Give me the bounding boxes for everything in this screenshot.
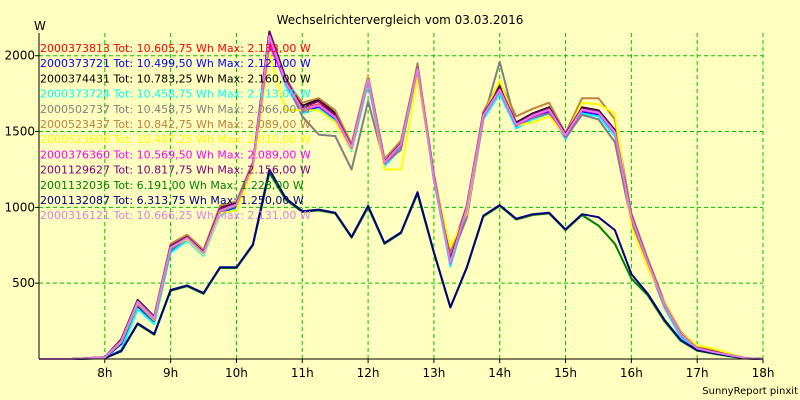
legend-entry-2000374431: 2000374431 Tot: 10.783,25 Wh Max: 2.160,… xyxy=(40,72,311,85)
x-tick-label: 16h xyxy=(620,366,643,380)
x-tick-label: 10h xyxy=(225,366,248,380)
x-tick-label: 9h xyxy=(163,366,178,380)
x-tick-label: 14h xyxy=(488,366,511,380)
legend-entry-2001132036: 2001132036 Tot: 6.191,00 Wh Max: 1.228,0… xyxy=(40,179,304,192)
x-tick-label: 12h xyxy=(357,366,380,380)
x-tick-label: 13h xyxy=(422,366,445,380)
footer-credit: SunnyReport pinxit xyxy=(702,386,798,397)
y-axis-unit-label: W xyxy=(34,19,46,33)
grid-lines xyxy=(39,33,764,359)
legend-entry-2000373813: 2000373813 Tot: 10.605,75 Wh Max: 2.133,… xyxy=(40,42,311,55)
y-tick-label: 500 xyxy=(12,276,35,290)
x-tick-label: 11h xyxy=(291,366,314,380)
legend-entry-2001129627: 2001129627 Tot: 10.817,75 Wh Max: 2.156,… xyxy=(40,164,311,177)
legend: 2000373813 Tot: 10.605,75 Wh Max: 2.133,… xyxy=(40,42,311,222)
y-tick-label: 1000 xyxy=(4,200,35,214)
series-line-2000316121 xyxy=(39,34,764,360)
legend-entry-2000376360: 2000376360 Tot: 10.569,50 Wh Max: 2.089,… xyxy=(40,148,311,161)
series-lines xyxy=(39,30,764,360)
legend-entry-2000373721: 2000373721 Tot: 10.499,50 Wh Max: 2.121,… xyxy=(40,57,311,70)
x-tick-label: 15h xyxy=(554,366,577,380)
series-line-2001132087 xyxy=(39,168,764,360)
x-tick-label: 18h xyxy=(752,366,775,380)
legend-entry-2000316121: 2000316121 Tot: 10.666,25 Wh Max: 2.131,… xyxy=(40,209,311,222)
legend-entry-2001132087: 2001132087 Tot: 6.313,75 Wh Max: 1.250,0… xyxy=(40,194,304,207)
legend-entry-2000373724: 2000373724 Tot: 10.458,75 Wh Max: 2.113,… xyxy=(40,88,311,101)
y-tick-label: 1500 xyxy=(4,125,35,139)
legend-entry-2000523608: 2000523608 Tot: 10.487,25 Wh Max: 2.010,… xyxy=(40,133,311,146)
legend-entry-2000523437: 2000523437 Tot: 10.842,75 Wh Max: 2.089,… xyxy=(40,118,311,131)
legend-entry-2000502737: 2000502737 Tot: 10.458,75 Wh Max: 2.066,… xyxy=(40,103,311,116)
axes xyxy=(38,33,763,360)
axis-ticks: 8h 9h 10h 11h 12h 13h 14h 15h 16h 17h 18h 500 1000 15… xyxy=(4,49,774,380)
y-tick-label: 2000 xyxy=(4,49,35,63)
x-tick-label: 17h xyxy=(686,366,709,380)
x-tick-label: 8h xyxy=(97,366,112,380)
chart-title: Wechselrichtervergleich vom 03.03.2016 xyxy=(277,13,524,27)
